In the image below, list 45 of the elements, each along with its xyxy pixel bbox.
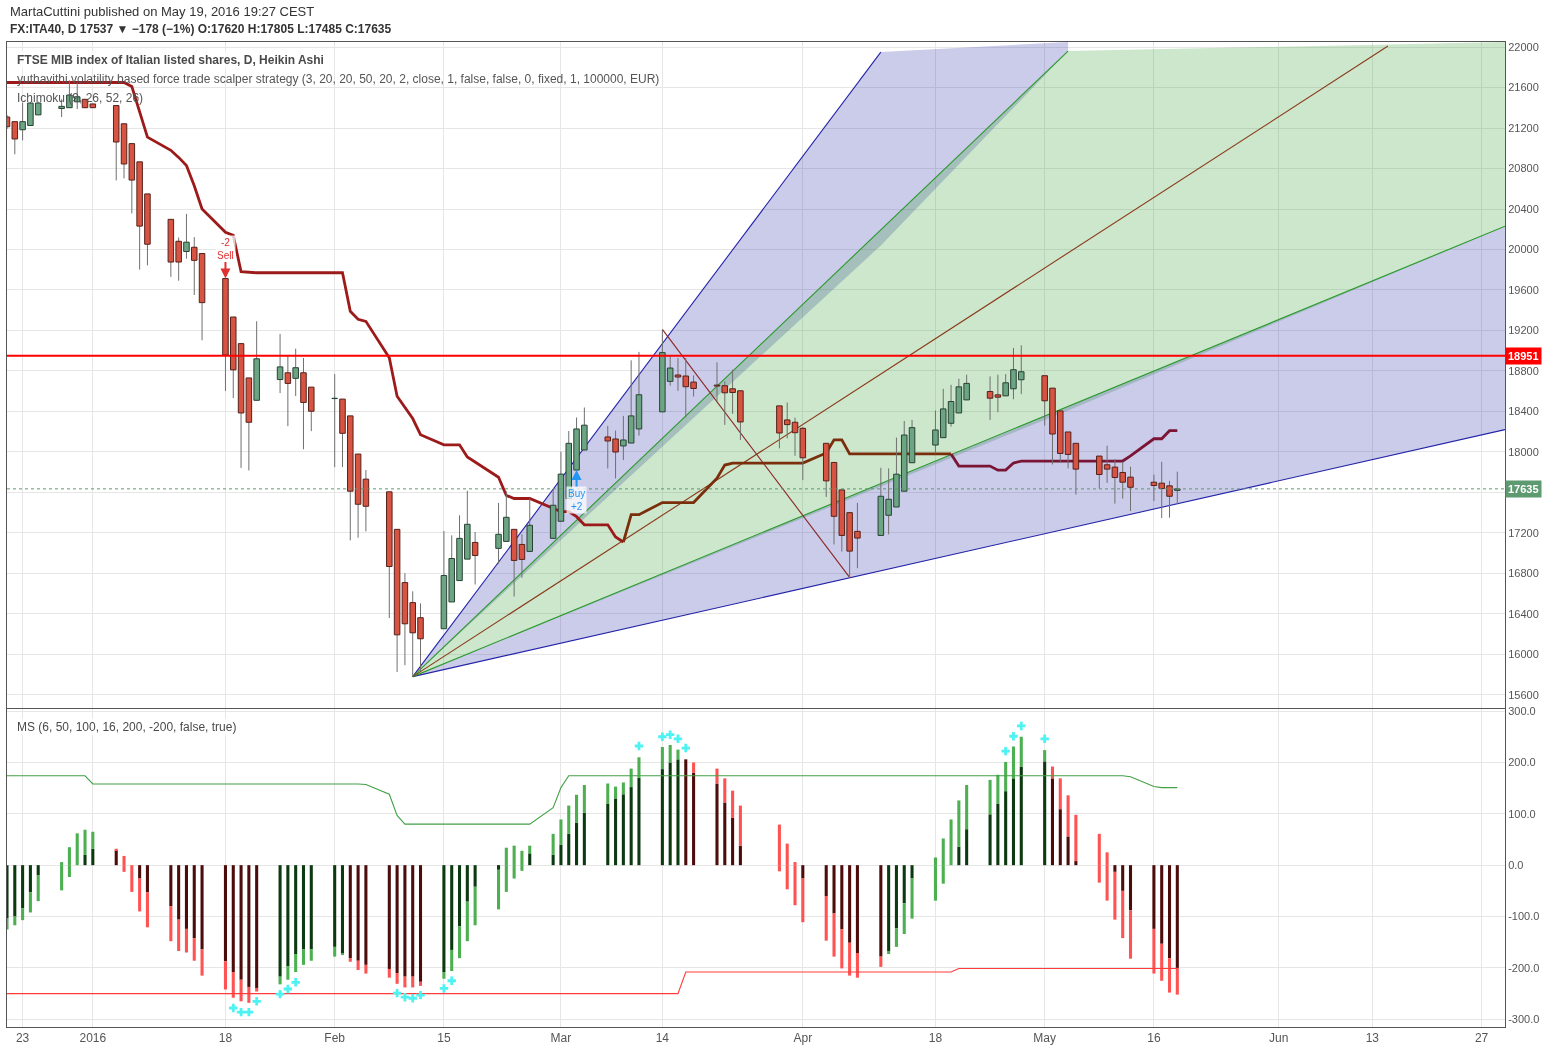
- text: MartaCuttini published on May 19, 2016 19:27 CEST: [10, 4, 315, 19]
- x-tick-label: 18: [218, 1031, 233, 1046]
- x-tick-label: Apr: [793, 1031, 813, 1046]
- y-tick-label: 18000: [1508, 445, 1539, 458]
- y-tick-label: 20800: [1508, 162, 1539, 175]
- y-tick-label: 16000: [1508, 648, 1539, 661]
- text: FTSE MIB index of Italian listed shares, D, Heikin Ashi: [17, 53, 324, 67]
- y-tick-label: 20400: [1508, 202, 1539, 215]
- ref-line-label: 18951: [1508, 350, 1539, 362]
- y-tick-label: 18800: [1508, 364, 1539, 377]
- y-tick-label: 19600: [1508, 283, 1539, 296]
- y-tick-label: 16400: [1508, 607, 1539, 620]
- y-tick-label: 0.0: [1508, 859, 1524, 872]
- y-tick-label: 300.0: [1508, 704, 1536, 717]
- y-tick-label: -200.0: [1508, 961, 1540, 974]
- x-tick-label: 27: [1474, 1031, 1489, 1046]
- annotation: -2 Sell: [217, 237, 234, 261]
- y-tick-label: 18400: [1508, 405, 1539, 418]
- y-tick-label: 16800: [1508, 567, 1539, 580]
- y-tick-label: 19200: [1508, 324, 1539, 337]
- x-tick-label: 13: [1365, 1031, 1380, 1046]
- y-tick-label: 15600: [1508, 688, 1539, 701]
- ref-line-label: 17635: [1508, 483, 1539, 495]
- text: MS (6, 50, 100, 16, 200, -200, false, true): [17, 720, 237, 734]
- x-tick-label: 18: [928, 1031, 943, 1046]
- y-tick-label: 17200: [1508, 526, 1539, 539]
- y-tick-label: 20000: [1508, 243, 1539, 256]
- y-tick-label: -100.0: [1508, 910, 1540, 923]
- x-tick-label: 23: [15, 1031, 30, 1046]
- x-tick-label: 2016: [79, 1031, 107, 1046]
- x-tick-label: Mar: [550, 1031, 572, 1046]
- y-tick-label: -300.0: [1508, 1013, 1540, 1026]
- x-tick-label: 14: [655, 1031, 670, 1046]
- y-tick-label: 21200: [1508, 121, 1539, 134]
- chart-subtitle: FX:ITA40, D 17537 ▼ −178 (−1%) O:17620 H:17805 L:17485 C:17635: [10, 22, 392, 36]
- x-tick-label: 15: [437, 1031, 451, 1046]
- x-tick-label: Feb: [324, 1031, 346, 1046]
- annotation: Buy +2: [568, 488, 586, 512]
- y-tick-label: 100.0: [1508, 807, 1536, 820]
- y-tick-label: 22000: [1508, 40, 1539, 53]
- y-tick-label: 21600: [1508, 81, 1539, 94]
- x-tick-label: 16: [1147, 1031, 1161, 1046]
- x-tick-label: Jun: [1269, 1031, 1289, 1046]
- x-tick-label: May: [1033, 1031, 1057, 1046]
- y-tick-label: 200.0: [1508, 756, 1536, 769]
